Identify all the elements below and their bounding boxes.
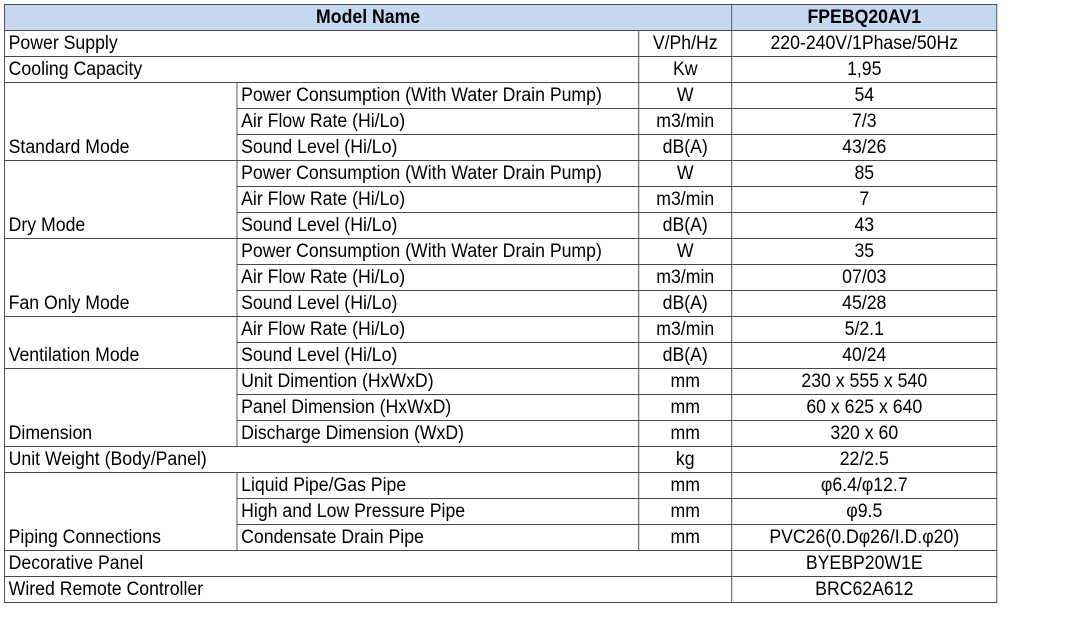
table-row: Standard Mode Power Consumption (With Wa… [4, 82, 998, 161]
row-label: Power Supply [4, 30, 640, 57]
table-row: Piping Connections Liquid Pipe/Gas Pipe … [4, 472, 998, 551]
header-row: Model Name FPEBQ20AV1 [3, 4, 998, 31]
row-sublabel: Power Consumption (With Water Drain Pump… [236, 238, 640, 265]
group-label: Dry Mode [4, 160, 238, 239]
row-sublabel: Sound Level (Hi/Lo) [236, 212, 640, 239]
table-row: Cooling Capacity Kw 1,95 [4, 56, 998, 83]
row-unit: mm [638, 420, 733, 447]
spec-table: Model Name FPEBQ20AV1 Power Supply V/Ph/… [3, 4, 998, 603]
row-sublabel: Power Consumption (With Water Drain Pump… [236, 82, 640, 109]
table-row: Air Flow Rate (Hi/Lo) m3/min 7/3 [4, 108, 998, 135]
row-value: 7/3 [731, 108, 998, 135]
row-sublabel: Sound Level (Hi/Lo) [236, 134, 640, 161]
row-sublabel: High and Low Pressure Pipe [236, 498, 640, 525]
table-row: Sound Level (Hi/Lo) dB(A) 43 [4, 212, 998, 239]
table-row: Sound Level (Hi/Lo) dB(A) 45/28 [4, 290, 998, 317]
row-sublabel: Discharge Dimension (WxD) [236, 420, 640, 447]
row-label: Unit Weight (Body/Panel) [4, 446, 640, 473]
table-row: Ventilation Mode Air Flow Rate (Hi/Lo) m… [4, 316, 998, 369]
row-value: 220-240V/1Phase/50Hz [731, 30, 998, 57]
row-unit: V/Ph/Hz [638, 30, 733, 57]
row-value: 07/03 [731, 264, 998, 291]
row-value: 1,95 [731, 56, 998, 83]
row-sublabel: Sound Level (Hi/Lo) [236, 342, 640, 369]
row-label: Decorative Panel [3, 550, 733, 577]
row-unit: mm [638, 394, 733, 421]
table-row: Dimension Unit Dimention (HxWxD) mm 230 … [4, 368, 998, 447]
row-value: 5/2.1 [731, 316, 998, 343]
row-unit: m3/min [638, 264, 733, 291]
row-sublabel: Unit Dimention (HxWxD) [236, 368, 640, 395]
row-unit: mm [638, 524, 733, 551]
row-value: 22/2.5 [731, 446, 998, 473]
row-sublabel: Liquid Pipe/Gas Pipe [236, 472, 640, 499]
row-value: 60 x 625 x 640 [731, 394, 998, 421]
group-label: Standard Mode [4, 82, 238, 161]
table-row: Air Flow Rate (Hi/Lo) m3/min 7 [4, 186, 998, 213]
row-unit: Kw [638, 56, 733, 83]
row-unit: dB(A) [638, 342, 733, 369]
group-label: Piping Connections [4, 472, 238, 551]
row-sublabel: Air Flow Rate (Hi/Lo) [236, 264, 640, 291]
row-sublabel: Air Flow Rate (Hi/Lo) [236, 108, 640, 135]
row-value: 35 [731, 238, 998, 265]
row-unit: mm [638, 498, 733, 525]
row-value: 230 x 555 x 540 [731, 368, 998, 395]
row-sublabel: Air Flow Rate (Hi/Lo) [236, 316, 640, 343]
row-value: BRC62A612 [731, 576, 998, 603]
row-sublabel: Power Consumption (With Water Drain Pump… [236, 160, 640, 187]
row-unit: W [638, 160, 733, 187]
row-value: φ9.5 [731, 498, 998, 525]
row-sublabel: Panel Dimension (HxWxD) [236, 394, 640, 421]
row-unit: kg [638, 446, 733, 473]
group-label: Ventilation Mode [4, 316, 238, 369]
row-unit: m3/min [638, 186, 733, 213]
row-unit: mm [638, 368, 733, 395]
row-sublabel: Air Flow Rate (Hi/Lo) [236, 186, 640, 213]
group-label: Dimension [4, 368, 238, 447]
group-label: Fan Only Mode [4, 238, 238, 317]
row-unit: dB(A) [638, 212, 733, 239]
row-value: 54 [731, 82, 998, 109]
row-value: 43/26 [731, 134, 998, 161]
row-value: PVC26(0.Dφ26/I.D.φ20) [731, 524, 998, 551]
row-unit: dB(A) [638, 290, 733, 317]
table-row: Power Supply V/Ph/Hz 220-240V/1Phase/50H… [4, 30, 998, 57]
table-row: Decorative Panel BYEBP20W1E [3, 550, 998, 577]
table-row: Wired Remote Controller BRC62A612 [3, 576, 998, 603]
row-unit: mm [638, 472, 733, 499]
row-sublabel: Condensate Drain Pipe [236, 524, 640, 551]
row-value: 40/24 [731, 342, 998, 369]
row-unit: W [638, 82, 733, 109]
table-row: Condensate Drain Pipe mm PVC26(0.Dφ26/I.… [4, 524, 998, 551]
table-row: Dry Mode Power Consumption (With Water D… [4, 160, 998, 239]
table-row: Fan Only Mode Power Consumption (With Wa… [4, 238, 998, 317]
row-value: 43 [731, 212, 998, 239]
table-row: Unit Weight (Body/Panel) kg 22/2.5 [4, 446, 998, 473]
row-label: Wired Remote Controller [3, 576, 733, 603]
row-unit: m3/min [638, 108, 733, 135]
row-value: 7 [731, 186, 998, 213]
table-row: Sound Level (Hi/Lo) dB(A) 43/26 [4, 134, 998, 161]
row-sublabel: Sound Level (Hi/Lo) [236, 290, 640, 317]
row-unit: m3/min [638, 316, 733, 343]
row-unit: W [638, 238, 733, 265]
row-value: BYEBP20W1E [731, 550, 998, 577]
model-name-header: Model Name [3, 4, 733, 31]
row-label: Cooling Capacity [4, 56, 640, 83]
row-value: 320 x 60 [731, 420, 998, 447]
row-unit: dB(A) [638, 134, 733, 161]
row-value: 85 [731, 160, 998, 187]
row-value: φ6.4/φ12.7 [731, 472, 998, 499]
row-value: 45/28 [731, 290, 998, 317]
model-header: FPEBQ20AV1 [731, 4, 998, 31]
table-row: Panel Dimension (HxWxD) mm 60 x 625 x 64… [4, 394, 998, 421]
